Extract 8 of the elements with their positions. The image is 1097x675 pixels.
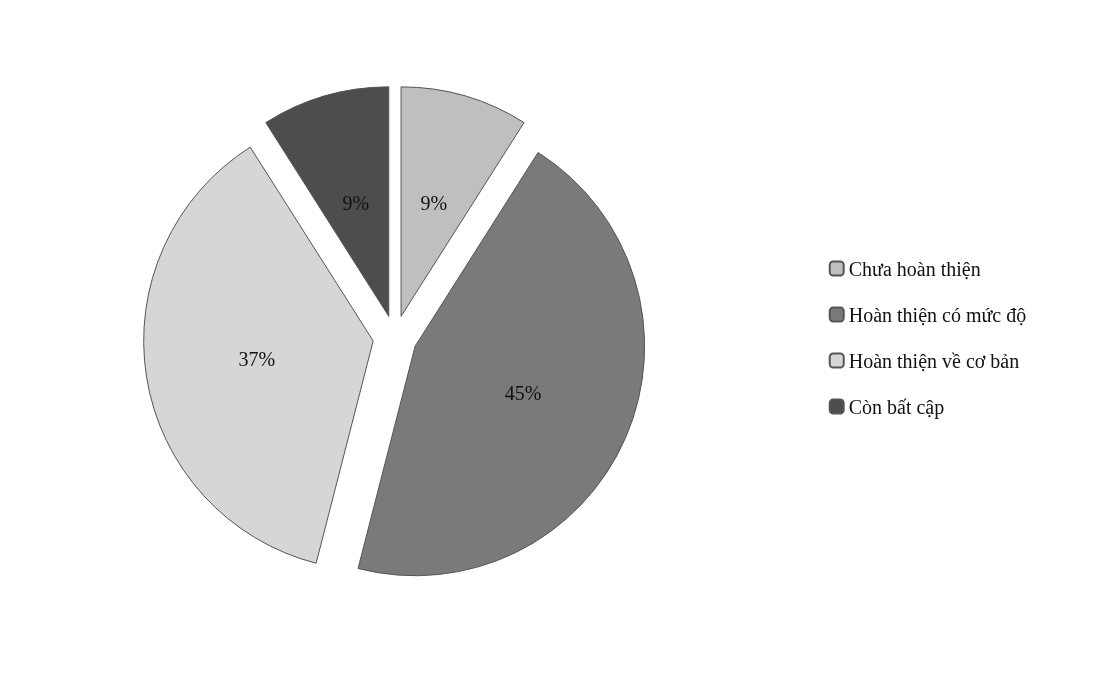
- legend-label: Còn bất cập: [848, 395, 945, 419]
- data-label: 37%: [238, 348, 276, 371]
- legend-label: Hoàn thiện có mức độ: [848, 303, 1027, 326]
- data-label: 9%: [420, 192, 448, 215]
- data-label: 45%: [504, 382, 542, 404]
- data-label: 9%: [342, 192, 370, 215]
- legend-label: Hoàn thiện về cơ bản: [848, 349, 1020, 372]
- legend-label: Chưa hoàn thiện: [848, 257, 981, 280]
